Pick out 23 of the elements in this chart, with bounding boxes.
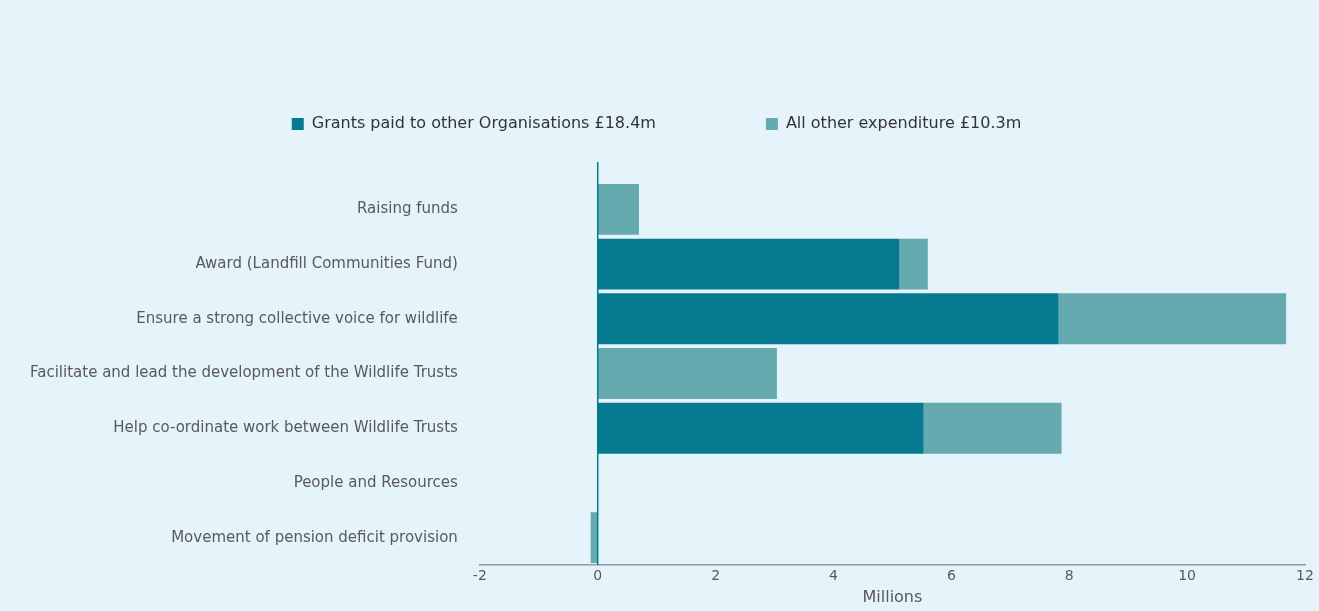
y-tick-label: Award (Landfill Communities Fund) bbox=[195, 253, 458, 272]
legend-label: Grants paid to other Organisations £18.4m bbox=[311, 113, 656, 133]
y-tick-label: People and Resources bbox=[293, 472, 459, 491]
x-tick-label: 2 bbox=[711, 567, 721, 584]
bar bbox=[1058, 293, 1287, 345]
x-tick-label: 12 bbox=[1296, 567, 1314, 584]
x-axis-title: Millions bbox=[862, 586, 923, 606]
bar bbox=[597, 348, 777, 399]
y-tick-label: Raising funds bbox=[356, 199, 459, 218]
bar bbox=[597, 183, 639, 235]
y-tick-label: Help co-ordinate work between Wildlife Trusts bbox=[113, 418, 459, 437]
y-tick-label: Ensure a strong collective voice for wildlife bbox=[136, 308, 458, 327]
x-tick-label: 0 bbox=[593, 567, 603, 584]
x-tick-label: 8 bbox=[1064, 567, 1074, 584]
x-tick-label: 4 bbox=[829, 567, 839, 584]
legend-label: All other expenditure £10.3m bbox=[785, 113, 1022, 133]
bar bbox=[923, 402, 1062, 454]
y-tick-label: Facilitate and lead the development of the Wildlife Trusts bbox=[29, 363, 459, 382]
y-tick-label: Movement of pension deficit provision bbox=[171, 527, 458, 546]
x-tick-label: -2 bbox=[472, 567, 487, 584]
x-tick-label: 10 bbox=[1178, 567, 1197, 584]
x-tick-label: 6 bbox=[946, 567, 956, 584]
bar bbox=[899, 238, 928, 290]
